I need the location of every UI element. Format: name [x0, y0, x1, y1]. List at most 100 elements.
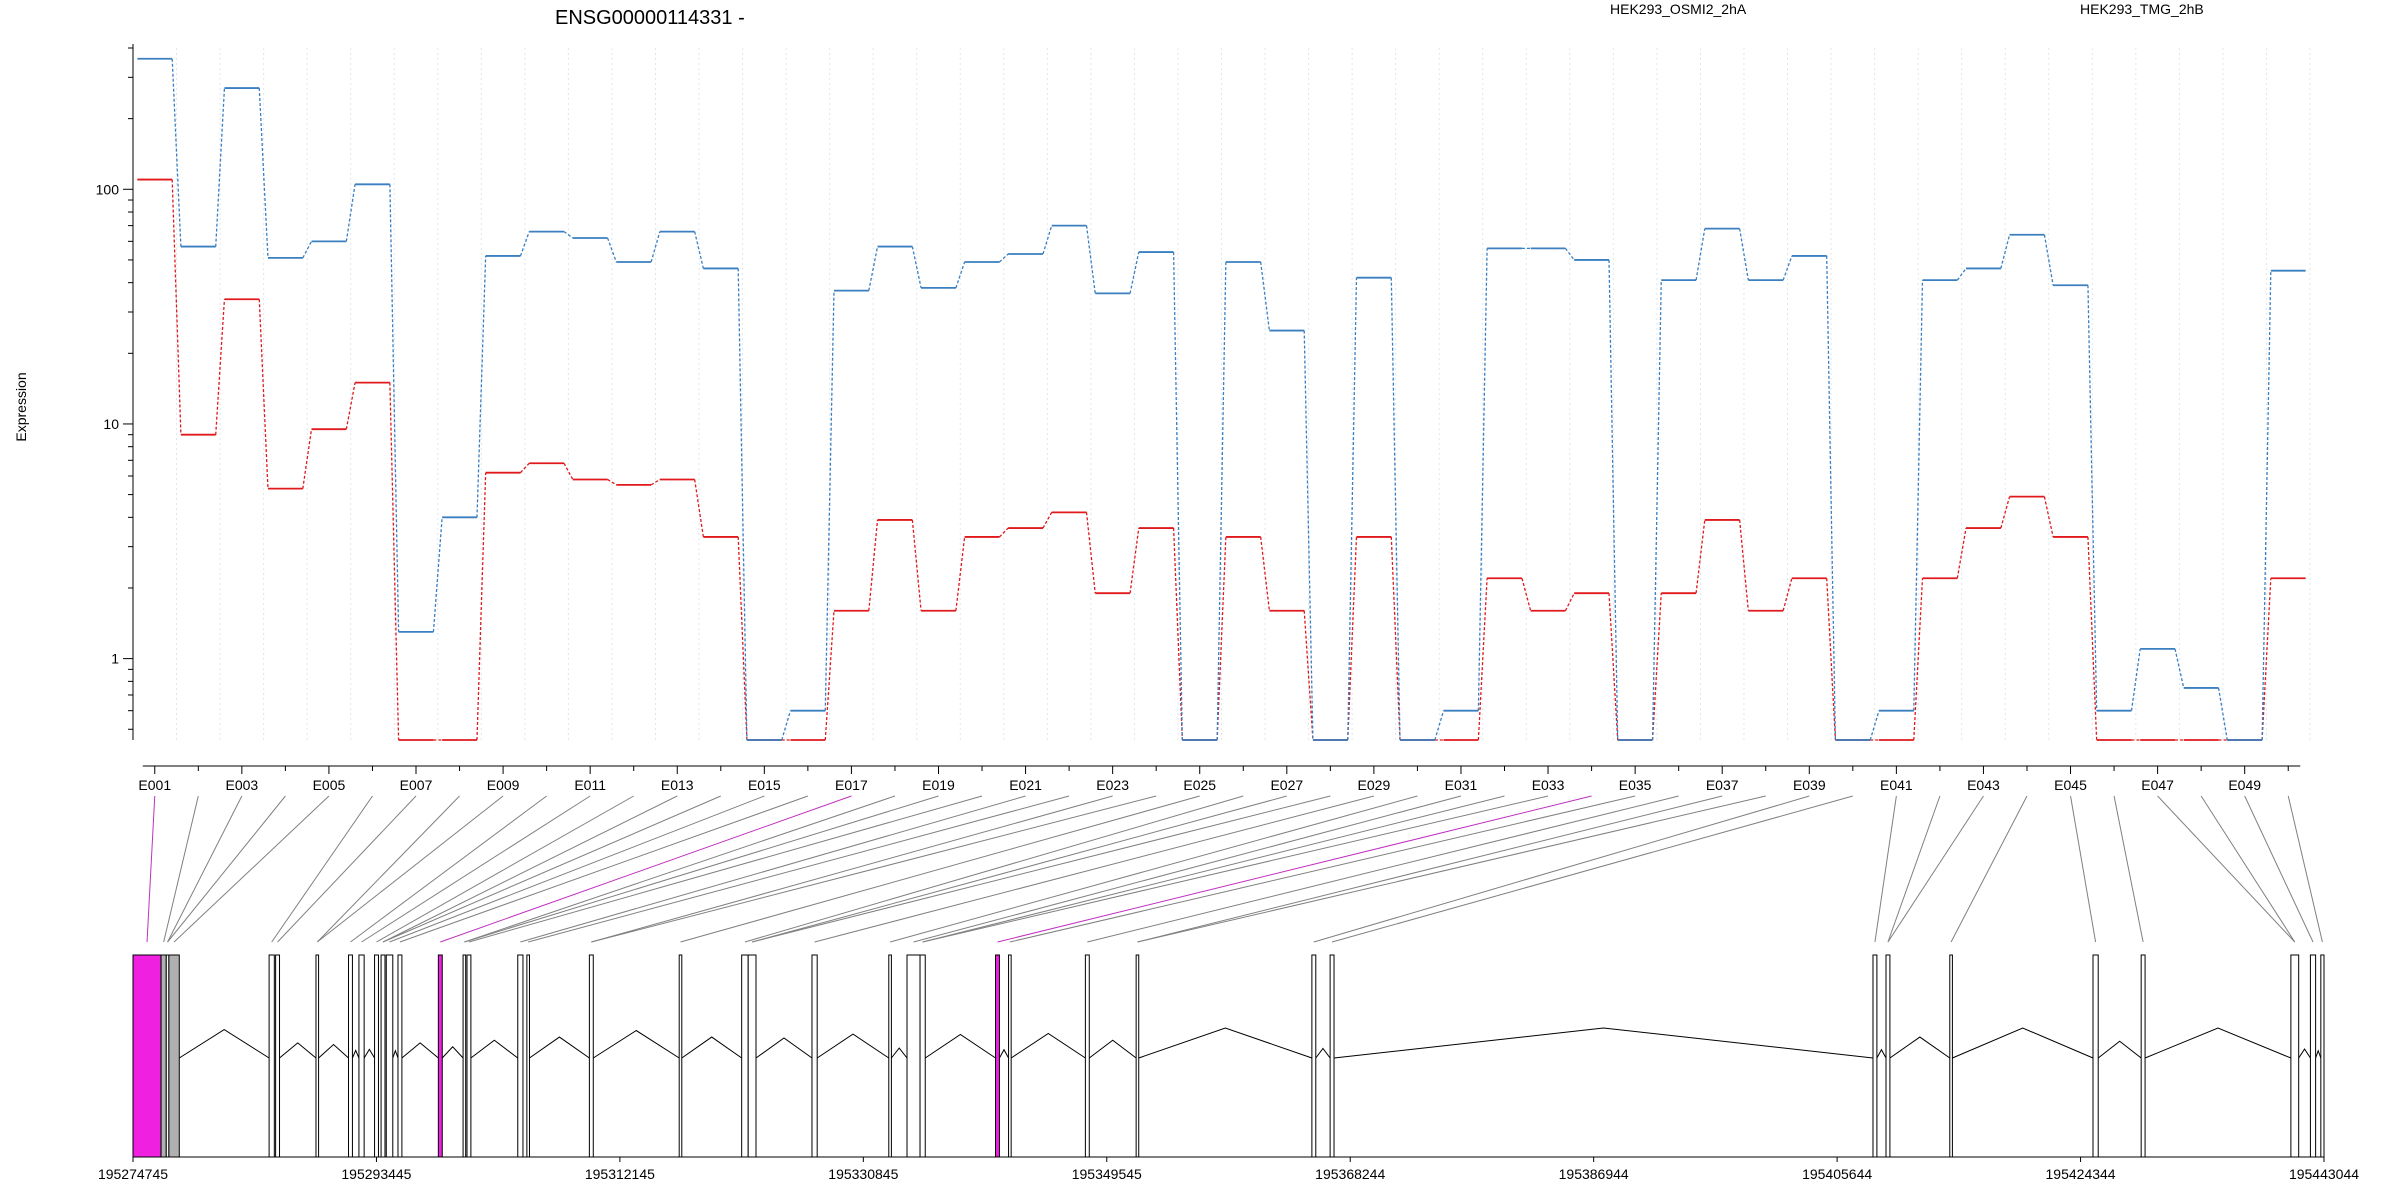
- series-connector: [563, 462, 574, 480]
- intron: [1088, 1039, 1137, 1059]
- series-connector: [1782, 255, 1793, 281]
- connector-line: [382, 795, 678, 943]
- series-connector: [1260, 536, 1271, 611]
- connector-line: [2287, 795, 2323, 943]
- exon: [747, 954, 757, 1158]
- exon-connector-lines: [146, 795, 2323, 943]
- genomic-tick-label: 195330845: [828, 1166, 898, 1182]
- series-connector: [1390, 536, 1401, 741]
- x-axis: E001 E003 E005 E007 E009 E011 E013 E015 E017 E019…: [138, 765, 2301, 793]
- series-connector: [1608, 259, 1619, 741]
- series-connector: [1782, 578, 1793, 611]
- series-connector: [1347, 536, 1358, 741]
- x-tick-label: E027: [1270, 777, 1303, 793]
- x-tick-label: E021: [1009, 777, 1042, 793]
- y-tick-label: 10: [103, 416, 119, 432]
- series-connector: [868, 519, 879, 611]
- y-axis-label: Expression: [13, 372, 29, 441]
- intron: [441, 1046, 464, 1059]
- series-2: [137, 57, 2306, 741]
- series-connector: [519, 231, 530, 257]
- series-connector: [1477, 248, 1488, 711]
- connector-line: [173, 795, 330, 943]
- x-tick-label: E039: [1793, 777, 1826, 793]
- series-connector: [520, 462, 530, 474]
- exon: [315, 954, 320, 1158]
- connector-line: [814, 795, 1375, 943]
- series-connector: [258, 88, 269, 258]
- series-connector: [694, 231, 705, 269]
- series-connector: [476, 472, 487, 741]
- exon: [811, 954, 818, 1158]
- intron: [1952, 1027, 2094, 1059]
- series-connector: [737, 536, 748, 741]
- intron: [890, 1047, 908, 1059]
- exon: [358, 954, 365, 1158]
- series-connector: [911, 519, 922, 611]
- connector-line: [751, 795, 1331, 943]
- connector-line: [468, 795, 983, 943]
- connector-line: [591, 795, 1113, 943]
- intron: [2097, 1040, 2142, 1059]
- exon: [517, 954, 524, 1158]
- series-connector: [607, 478, 617, 486]
- x-tick-label: E015: [748, 777, 781, 793]
- intron: [999, 1048, 1009, 1059]
- series-connector: [911, 246, 922, 289]
- connector-line: [520, 795, 1026, 943]
- connector-line: [997, 795, 1592, 943]
- connector-line: [2113, 795, 2144, 943]
- series-connector: [1913, 280, 1924, 711]
- intron: [392, 1049, 399, 1059]
- exon: [397, 954, 403, 1158]
- series-connector: [345, 184, 356, 242]
- x-tick-label: E037: [1706, 777, 1739, 793]
- series-connector: [345, 382, 356, 430]
- connector-line: [751, 795, 1287, 943]
- connector-line: [163, 795, 199, 943]
- vertical-gridlines: [132, 48, 2311, 740]
- connector-line: [399, 795, 809, 943]
- connector-line: [889, 795, 1418, 943]
- exon: [1135, 954, 1140, 1158]
- series-connector: [476, 255, 487, 518]
- genomic-tick-label: 195368244: [1315, 1166, 1385, 1182]
- exon: [919, 954, 926, 1158]
- series-connector: [1738, 519, 1749, 611]
- genomic-tick-label: 195293445: [341, 1166, 411, 1182]
- series-connector: [302, 429, 313, 489]
- x-tick-label: E041: [1880, 777, 1913, 793]
- series-connector: [1695, 228, 1706, 281]
- series-connector: [2174, 648, 2185, 689]
- intron: [401, 1042, 439, 1059]
- series-connector: [1913, 578, 1924, 741]
- series-connector: [737, 268, 748, 741]
- connector-line: [167, 795, 243, 943]
- series-connector: [2261, 578, 2272, 741]
- genomic-tick-label: 195274745: [98, 1166, 168, 1182]
- series-connector: [1564, 247, 1575, 261]
- exon: [2309, 954, 2317, 1158]
- series-connector: [999, 253, 1009, 263]
- connector-line: [1137, 795, 1766, 943]
- intron: [1010, 1032, 1086, 1059]
- intron: [1138, 1027, 1313, 1059]
- x-tick-label: E025: [1183, 777, 1216, 793]
- intron: [1889, 1036, 1951, 1059]
- series-connector: [1172, 528, 1183, 741]
- connector-line: [382, 795, 721, 943]
- connector-line: [591, 795, 1157, 943]
- connector-line: [1009, 795, 1636, 943]
- connector-line: [271, 795, 373, 943]
- exon: [160, 954, 167, 1158]
- connector-line: [464, 795, 939, 943]
- x-tick-label: E045: [2054, 777, 2087, 793]
- series-connector: [389, 382, 400, 741]
- series-connector: [171, 58, 182, 247]
- exon: [1949, 954, 1953, 1158]
- intron: [2298, 1048, 2311, 1059]
- connector-line: [316, 795, 504, 943]
- series-connector: [1956, 268, 1967, 281]
- connector-line: [2244, 795, 2314, 943]
- exon: [2092, 954, 2099, 1158]
